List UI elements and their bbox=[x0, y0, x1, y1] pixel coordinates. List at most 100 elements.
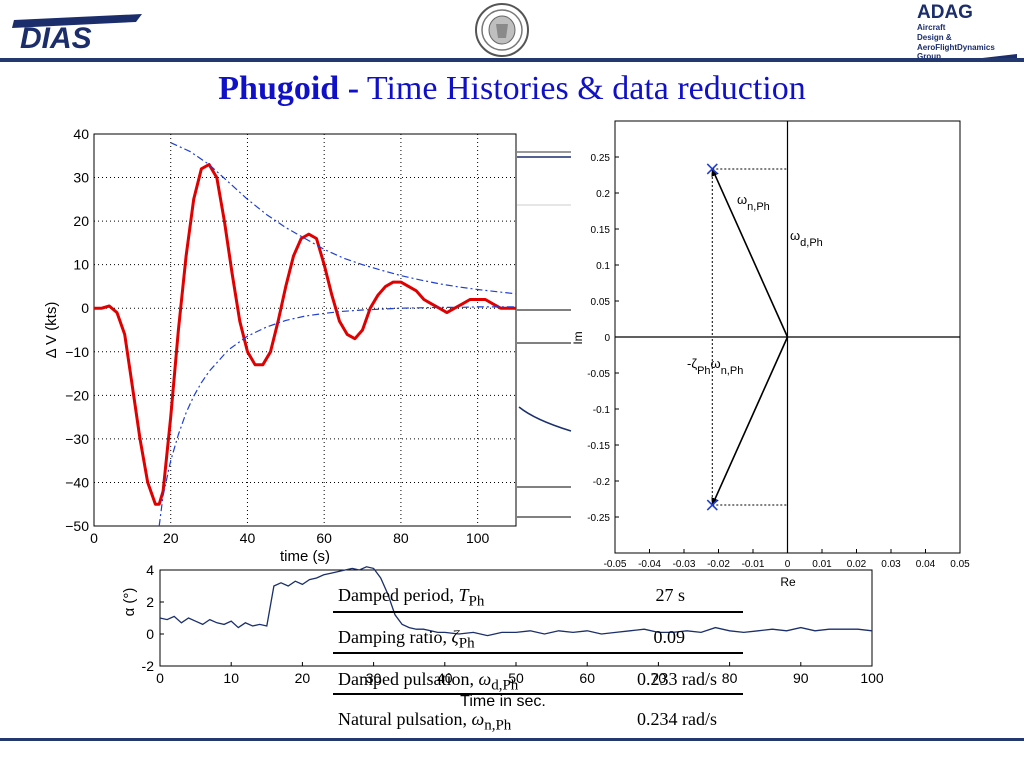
alpha-xlabel: Time in sec. bbox=[460, 693, 546, 710]
pole-vector bbox=[711, 336, 789, 506]
result-value: 0.234 rad/s bbox=[637, 709, 717, 729]
root-xtick-label: -0.05 bbox=[604, 559, 627, 570]
alpha-xtick-label: 20 bbox=[295, 670, 311, 686]
footer-rule bbox=[0, 738, 1024, 741]
delta-v-lower-envelope bbox=[158, 306, 516, 527]
delta-v-grid bbox=[94, 134, 516, 526]
adag-logo: ADAG Aircraft Design & AeroFlightDynamic… bbox=[917, 2, 1017, 61]
root-ytick-label: -0.2 bbox=[593, 477, 611, 488]
university-seal bbox=[475, 3, 529, 57]
alpha-xtick-label: 90 bbox=[793, 670, 809, 686]
alpha-xtick-label: 40 bbox=[437, 670, 453, 686]
root-xtick-label: -0.01 bbox=[742, 559, 765, 570]
alpha-xtick-label: 70 bbox=[651, 670, 667, 686]
result-label: Natural pulsation, ωn,Ph bbox=[338, 709, 512, 734]
pole-marker bbox=[706, 163, 718, 175]
slide-title-bold: Phugoid - bbox=[218, 70, 360, 107]
adag-logo-line-3: AeroFlightDynamics bbox=[917, 43, 995, 52]
delta-v-ytick-label: 10 bbox=[73, 257, 89, 273]
table-rule bbox=[333, 693, 743, 695]
root-locus-xlabel: Re bbox=[780, 575, 796, 589]
alpha-plot-frame bbox=[159, 569, 873, 667]
result-label: Damping ratio, ζPh bbox=[338, 627, 475, 652]
result-row-damping-ratio: Damping ratio, ζPh 0.09 bbox=[333, 622, 743, 662]
slide-title-rest: Time Histories & data reduction bbox=[359, 70, 806, 107]
delta-v-ytick-label: 20 bbox=[73, 213, 89, 229]
root-xtick-label: 0.02 bbox=[847, 559, 867, 570]
root-ytick-label: -0.25 bbox=[587, 513, 610, 524]
root-xtick-label: 0.03 bbox=[881, 559, 901, 570]
root-xtick-label: -0.03 bbox=[673, 559, 696, 570]
root-locus-chart: -0.05 -0.04 -0.03 -0.02 -0.01 0 0.01 0.02 0.03 0.… bbox=[571, 120, 970, 589]
alpha-xtick-label: 10 bbox=[223, 670, 239, 686]
root-xtick-label: 0.01 bbox=[812, 559, 832, 570]
root-ytick-label: 0 bbox=[604, 333, 610, 344]
alpha-xtick-label: 50 bbox=[508, 670, 524, 686]
result-value: 27 s bbox=[655, 585, 685, 605]
wd-annotation: ωd,Ph bbox=[790, 228, 823, 249]
alpha-ytick-label: 0 bbox=[146, 626, 154, 642]
alpha-xtick-label: 60 bbox=[579, 670, 595, 686]
delta-v-ytick-label: −10 bbox=[65, 344, 89, 360]
root-xtick-label: 0.05 bbox=[950, 559, 970, 570]
alpha-series bbox=[159, 566, 873, 637]
root-ytick-label: 0.25 bbox=[591, 153, 611, 164]
dias-logo-text: DIAS bbox=[20, 22, 92, 54]
alpha-xtick-label: 30 bbox=[366, 670, 382, 686]
slide-title: Phugoid - Time Histories & data reductio… bbox=[0, 70, 1024, 108]
result-value: 0.233 rad/s bbox=[637, 669, 717, 689]
root-ytick-label: 0.1 bbox=[596, 261, 610, 272]
header-rule bbox=[0, 58, 1024, 62]
root-xtick-label: 0.04 bbox=[916, 559, 936, 570]
alpha-ytick-label: 4 bbox=[146, 562, 154, 578]
root-ytick-label: -0.15 bbox=[587, 441, 610, 452]
delta-v-response-line bbox=[94, 163, 516, 506]
root-xtick-label: -0.04 bbox=[638, 559, 661, 570]
delta-v-ytick-label: −50 bbox=[65, 518, 89, 534]
delta-v-xtick-label: 0 bbox=[90, 530, 98, 546]
root-ytick-label: -0.05 bbox=[587, 369, 610, 380]
result-row-damped-period: Damped period, TPh 27 s bbox=[333, 580, 743, 620]
result-row-damped-pulsation: Damped pulsation, ωd,Ph 0.233 rad/s bbox=[333, 664, 743, 704]
result-label: Damped period, TPh bbox=[338, 585, 485, 610]
delta-v-series bbox=[94, 142, 517, 527]
pole-marker bbox=[706, 499, 718, 511]
alpha-ylabel: α (°) bbox=[121, 588, 138, 617]
alpha-response-line bbox=[159, 566, 873, 637]
root-xtick-label: -0.02 bbox=[707, 559, 730, 570]
alpha-xtick-label: 80 bbox=[722, 670, 738, 686]
delta-v-xtick-label: 100 bbox=[466, 530, 490, 546]
adag-logo-line-1: Aircraft bbox=[917, 23, 946, 32]
delta-v-ytick-label: 0 bbox=[81, 300, 89, 316]
delta-v-xtick-label: 60 bbox=[316, 530, 332, 546]
delta-v-ytick-label: 40 bbox=[73, 126, 89, 142]
background-figure-strip bbox=[517, 151, 572, 518]
delta-v-ytick-label: −20 bbox=[65, 387, 89, 403]
delta-v-upper-envelope bbox=[170, 142, 517, 295]
delta-v-ytick-label: −40 bbox=[65, 474, 89, 490]
zeta-wn-annotation: -ζPhωn,Ph bbox=[687, 356, 743, 377]
result-label: Damped pulsation, ωd,Ph bbox=[338, 669, 519, 694]
wn-annotation: ωn,Ph bbox=[737, 192, 770, 213]
delta-v-plot-frame bbox=[93, 133, 517, 527]
result-row-natural-pulsation: Natural pulsation, ωn,Ph 0.234 rad/s bbox=[333, 704, 743, 744]
dias-logo: DIAS bbox=[12, 14, 142, 54]
delta-v-ytick-label: −30 bbox=[65, 431, 89, 447]
pole-vector bbox=[711, 168, 789, 338]
root-ytick-label: -0.1 bbox=[593, 405, 611, 416]
delta-v-xtick-label: 20 bbox=[163, 530, 179, 546]
alpha-ytick-label: -2 bbox=[142, 658, 155, 674]
delta-v-xlabel: time (s) bbox=[280, 548, 330, 565]
alpha-xtick-label: 100 bbox=[860, 670, 884, 686]
root-locus-ylabel: Im bbox=[571, 331, 585, 344]
table-rule bbox=[333, 652, 743, 654]
table-rule bbox=[333, 611, 743, 613]
alpha-ytick-label: 2 bbox=[146, 594, 154, 610]
root-ytick-label: 0.2 bbox=[596, 189, 610, 200]
root-xtick-label: 0 bbox=[785, 559, 791, 570]
adag-logo-line-2: Design & bbox=[917, 33, 952, 42]
